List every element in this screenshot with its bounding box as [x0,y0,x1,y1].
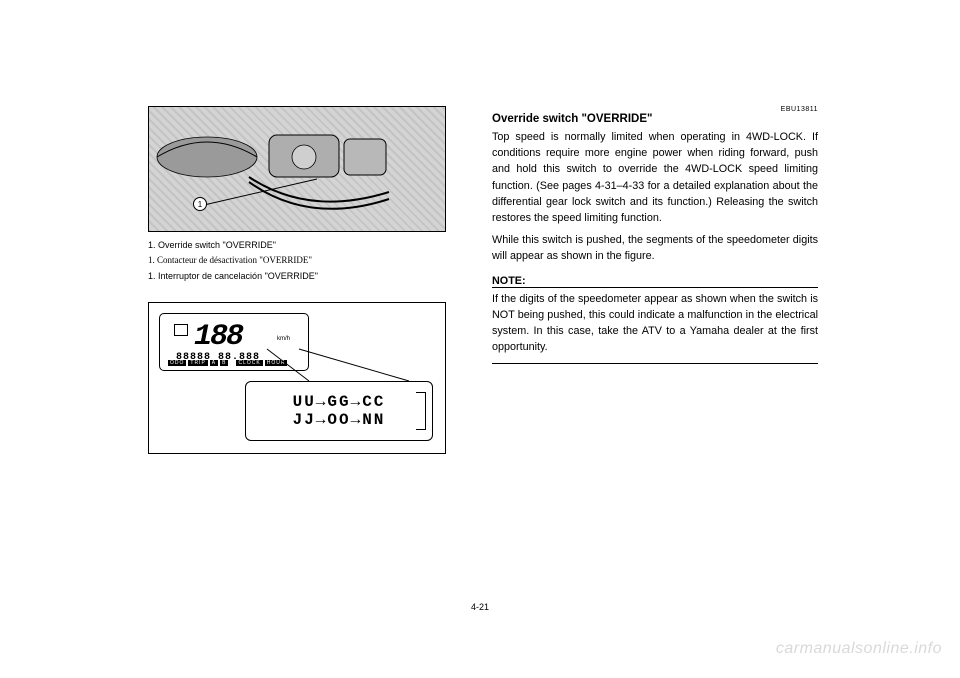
atv-icon [174,324,188,336]
lcd-big-panel: UU→GG→CC JJ→OO→NN [245,381,433,441]
bracket-icon [416,392,426,430]
lcd-label: CLOCK [236,360,262,366]
figure-lcd: 188 km/h 88888 88.888 ODO TRIP A B CLOCK… [148,302,446,454]
right-column: EBU13811 Override switch "OVERRIDE" Top … [492,106,818,576]
caption-fr: 1. Contacteur de désactivation "OVERRIDE… [148,253,468,268]
note-block: NOTE: If the digits of the speedometer a… [492,271,818,365]
lcd-big-line1: UU→GG→CC [293,393,386,411]
paragraph-1: Top speed is normally limited when opera… [492,129,818,226]
left-column: 1 1. Override switch "OVERRIDE" 1. Conta… [148,106,468,576]
lcd-big-line2: JJ→OO→NN [293,411,386,429]
section-heading: Override switch "OVERRIDE" [492,113,818,125]
callout-number: 1 [198,200,202,209]
lcd-small-panel: 188 km/h 88888 88.888 ODO TRIP A B CLOCK… [159,313,309,371]
lcd-label: HOUR [265,360,288,366]
handlebar-svg [149,107,446,232]
note-label: NOTE: [492,275,526,287]
note-rule [492,287,818,288]
callout-marker: 1 [193,197,207,211]
note-body: If the digits of the speedometer appear … [492,291,818,356]
lcd-label: ODO [168,360,186,366]
lcd-mode-labels: ODO TRIP A B CLOCK HOUR [168,360,287,366]
end-rule [492,363,818,364]
caption-es: 1. Interruptor de cancelación "OVERRIDE" [148,269,468,284]
figure1-captions: 1. Override switch "OVERRIDE" 1. Contact… [148,238,468,284]
lcd-label: A [210,360,218,366]
caption-en: 1. Override switch "OVERRIDE" [148,238,468,253]
figure-handlebar: 1 [148,106,446,232]
page-number: 4-21 [471,602,489,612]
paragraph-2: While this switch is pushed, the segment… [492,232,818,264]
lcd-label: TRIP [188,360,207,366]
manual-page: 1 1. Override switch "OVERRIDE" 1. Conta… [148,106,818,576]
lcd-main-digits: 188 [194,320,242,354]
watermark: carmanualsonline.info [776,640,942,658]
lcd-unit: km/h [277,336,290,342]
document-code: EBU13811 [492,106,818,113]
lcd-label: B [220,360,228,366]
lcd-small-inner: 188 km/h 88888 88.888 [166,318,302,366]
